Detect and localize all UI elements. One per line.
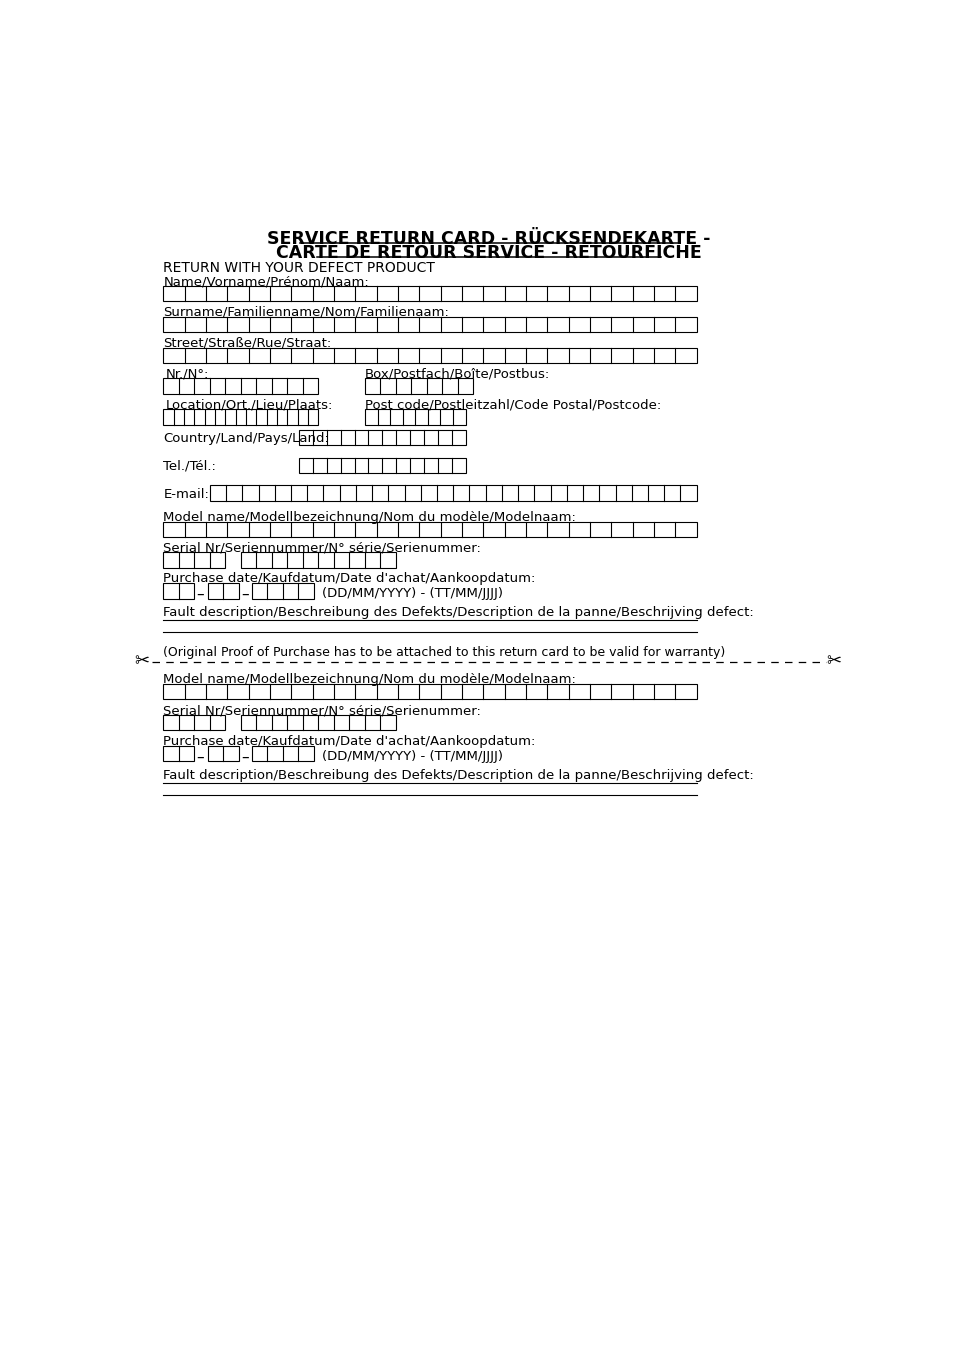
- Bar: [210, 486, 696, 501]
- Bar: [163, 745, 194, 761]
- Text: Model name/Modellbezeichnung/Nom du modèle/Modelnaam:: Model name/Modellbezeichnung/Nom du modè…: [163, 674, 576, 686]
- Text: ✂: ✂: [825, 653, 841, 671]
- Text: Location/Ort./Lieu/Plaats:: Location/Ort./Lieu/Plaats:: [166, 398, 333, 412]
- Text: Model name/Modellbezeichnung/Nom du modèle/Modelnaam:: Model name/Modellbezeichnung/Nom du modè…: [163, 510, 576, 524]
- Bar: [163, 409, 318, 424]
- Bar: [163, 347, 696, 363]
- Text: –: –: [241, 587, 249, 602]
- Text: Fault description/Beschreibung des Defekts/Description de la panne/Beschrijving : Fault description/Beschreibung des Defek…: [163, 606, 754, 620]
- Bar: [163, 552, 225, 568]
- Text: Street/Straße/Rue/Straat:: Street/Straße/Rue/Straat:: [163, 336, 332, 350]
- Text: ✂: ✂: [134, 653, 150, 671]
- Text: Fault description/Beschreibung des Defekts/Description de la panne/Beschrijving : Fault description/Beschreibung des Defek…: [163, 768, 754, 782]
- Text: Serial Nr/Seriennummer/N° série/Serienummer:: Serial Nr/Seriennummer/N° série/Serienum…: [163, 541, 481, 555]
- Bar: [252, 583, 314, 598]
- Text: Box/Postfach/Boîte/Postbus:: Box/Postfach/Boîte/Postbus:: [365, 367, 550, 381]
- Text: (DD/MM/YYYY) - (TT/MM/JJJJ): (DD/MM/YYYY) - (TT/MM/JJJJ): [322, 749, 503, 763]
- Text: Post code/Postleitzahl/Code Postal/Postcode:: Post code/Postleitzahl/Code Postal/Postc…: [365, 398, 660, 412]
- Text: Purchase date/Kaufdatum/Date d'achat/Aankoopdatum:: Purchase date/Kaufdatum/Date d'achat/Aan…: [163, 572, 536, 586]
- Bar: [163, 317, 696, 332]
- Text: Surname/Familienname/Nom/Familienaam:: Surname/Familienname/Nom/Familienaam:: [163, 306, 449, 319]
- Text: RETURN WITH YOUR DEFECT PRODUCT: RETURN WITH YOUR DEFECT PRODUCT: [163, 262, 435, 275]
- Bar: [163, 286, 696, 301]
- Bar: [241, 552, 395, 568]
- Bar: [298, 458, 465, 472]
- Bar: [163, 378, 318, 394]
- Bar: [252, 745, 314, 761]
- Text: CARTE DE RETOUR SERVICE - RETOURFICHE: CARTE DE RETOUR SERVICE - RETOURFICHE: [275, 244, 701, 262]
- Text: SERVICE RETURN CARD - RÜCKSENDEKARTE -: SERVICE RETURN CARD - RÜCKSENDEKARTE -: [267, 230, 710, 248]
- Bar: [365, 378, 473, 394]
- Text: Serial Nr/Seriennummer/N° série/Serienummer:: Serial Nr/Seriennummer/N° série/Serienum…: [163, 705, 481, 717]
- Text: Country/Land/Pays/Land:: Country/Land/Pays/Land:: [163, 432, 329, 446]
- Text: –: –: [196, 749, 204, 764]
- Text: E-mail:: E-mail:: [163, 487, 209, 501]
- Bar: [163, 716, 225, 730]
- Text: (DD/MM/YYYY) - (TT/MM/JJJJ): (DD/MM/YYYY) - (TT/MM/JJJJ): [322, 587, 503, 599]
- Bar: [163, 521, 696, 537]
- Bar: [208, 583, 238, 598]
- Text: Nr./N°:: Nr./N°:: [166, 367, 209, 381]
- Bar: [241, 716, 395, 730]
- Bar: [365, 409, 465, 424]
- Text: –: –: [241, 749, 249, 764]
- Bar: [298, 429, 465, 446]
- Text: Tel./Tél.:: Tel./Tél.:: [163, 460, 216, 472]
- Text: Name/Vorname/Prénom/Naam:: Name/Vorname/Prénom/Naam:: [163, 275, 369, 288]
- Text: –: –: [196, 587, 204, 602]
- Text: Purchase date/Kaufdatum/Date d'achat/Aankoopdatum:: Purchase date/Kaufdatum/Date d'achat/Aan…: [163, 734, 536, 748]
- Text: (Original Proof of Purchase has to be attached to this return card to be valid f: (Original Proof of Purchase has to be at…: [163, 647, 725, 659]
- Bar: [163, 684, 696, 699]
- Bar: [208, 745, 238, 761]
- Bar: [163, 583, 194, 598]
